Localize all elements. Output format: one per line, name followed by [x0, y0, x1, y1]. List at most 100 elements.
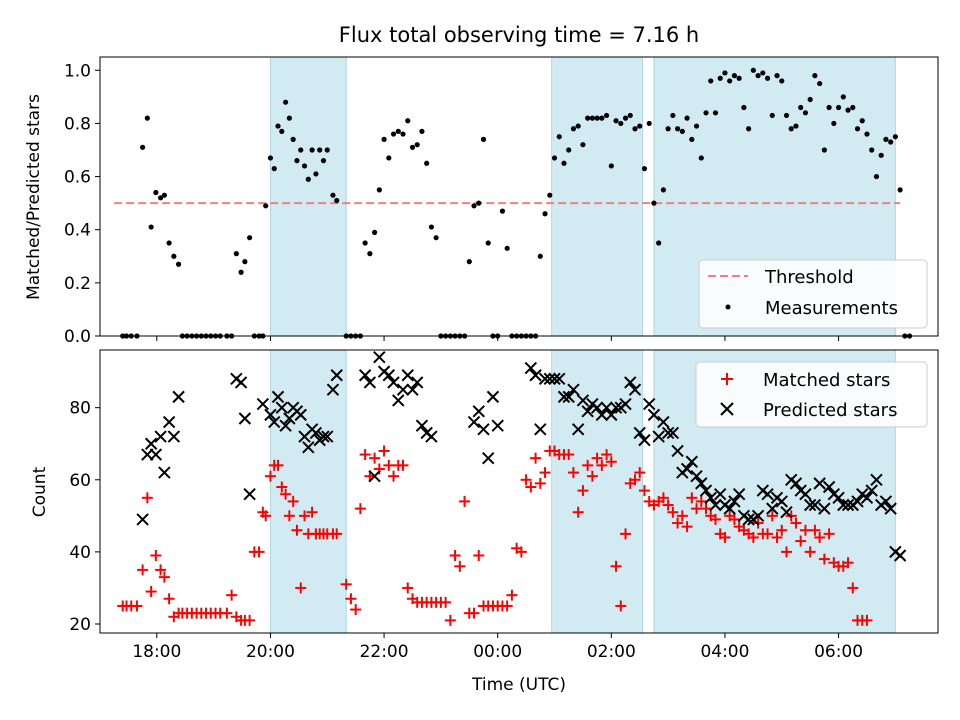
legend-matched-label: Matched stars	[763, 370, 890, 391]
bottom-legend: Matched stars Predicted stars	[695, 361, 928, 428]
measurement-point	[542, 211, 548, 217]
predicted-star-point	[619, 397, 632, 411]
predicted-star-point	[609, 401, 623, 414]
measurement-point	[897, 187, 903, 193]
measurement-point	[750, 67, 756, 73]
measurement-point	[722, 70, 728, 76]
legend-threshold-label: Threshold	[764, 267, 854, 288]
measurement-point	[247, 235, 253, 241]
predicted-star-point	[818, 502, 831, 515]
predicted-star-point	[732, 487, 746, 501]
measurement-point	[367, 251, 373, 257]
measurement-point	[637, 123, 643, 129]
measurement-point	[859, 118, 865, 124]
predicted-star-point	[321, 430, 334, 443]
measurement-point	[878, 152, 884, 158]
top-x-ticks	[156, 336, 840, 341]
measurement-point	[334, 197, 340, 204]
matched-star-point	[506, 589, 518, 601]
measurement-point	[779, 78, 785, 84]
measurement-point	[158, 195, 164, 201]
measurement-point	[298, 147, 304, 153]
x-tick-label: 06:00	[814, 642, 863, 662]
measurement-point	[271, 166, 277, 172]
predicted-star-point	[302, 441, 315, 454]
measurement-point	[575, 123, 581, 129]
measurement-point	[242, 259, 248, 265]
measurement-point	[171, 253, 177, 259]
measurement-point	[476, 200, 482, 206]
matched-star-point	[762, 528, 774, 540]
matched-star-point	[842, 557, 854, 569]
predicted-star-point	[415, 419, 429, 432]
predicted-star-point	[576, 394, 590, 407]
matched-star-point	[629, 474, 641, 486]
predicted-star-point	[326, 383, 340, 396]
matched-star-point	[686, 492, 698, 504]
measurement-point	[693, 123, 700, 129]
measurement-point	[433, 235, 439, 241]
measurement-point	[835, 104, 842, 111]
measurement-point	[390, 131, 397, 137]
predicted-star-point	[775, 495, 788, 508]
matched-star-point	[790, 517, 802, 529]
matched-star-point	[287, 495, 299, 507]
predicted-star-point	[581, 405, 594, 418]
predicted-star-point	[294, 408, 307, 422]
measurement-point	[140, 144, 146, 150]
matched-star-point	[449, 549, 461, 561]
matched-star-point	[539, 467, 551, 479]
y-tick-label: 0.6	[64, 168, 91, 188]
matched-star-point	[350, 604, 362, 616]
measurement-point	[641, 166, 648, 172]
matched-star-point	[795, 535, 807, 547]
measurement-point	[599, 115, 605, 121]
predicted-star-point	[238, 412, 252, 425]
measurement-point	[656, 240, 662, 246]
measurement-point	[618, 120, 624, 127]
x-axis-label: Time (UTC)	[471, 675, 566, 695]
predicted-star-point	[264, 408, 277, 422]
matched-star-point	[601, 449, 613, 461]
measurement-point	[646, 120, 652, 127]
predicted-star-point	[652, 430, 665, 443]
matched-star-point	[577, 485, 589, 497]
predicted-star-point	[808, 498, 822, 512]
predicted-star-point	[477, 423, 490, 436]
matched-star-point	[291, 524, 303, 536]
measurement-point	[267, 155, 274, 161]
y-tick-label: 40	[69, 543, 91, 563]
predicted-star-point	[723, 502, 736, 515]
measurement-point	[603, 112, 610, 119]
matched-star-point	[525, 481, 537, 493]
predicted-star-point	[368, 469, 381, 483]
matched-star-point	[280, 488, 292, 500]
x-tick-label: 18:00	[132, 642, 181, 662]
legend-matched-swatch	[721, 373, 733, 385]
measurement-point	[627, 112, 633, 119]
predicted-star-point	[714, 487, 727, 501]
predicted-star-point	[647, 408, 661, 422]
measurement-point	[888, 139, 894, 145]
measurement-point	[570, 126, 577, 132]
measurement-point	[769, 112, 775, 119]
top-panel: 0.0 0.2 0.4 0.6 0.8 1.0 Matched/Predicted sta…	[24, 56, 939, 347]
matched-star-point	[586, 470, 598, 482]
matched-star-point	[264, 470, 276, 482]
x-tick-label: 04:00	[700, 642, 749, 662]
matched-star-point	[501, 600, 513, 612]
matched-star-point	[388, 470, 400, 482]
measurement-point	[670, 112, 676, 119]
matched-star-point	[847, 582, 859, 594]
chart-title: Flux total observing time = 7.16 h	[339, 23, 699, 47]
matched-star-point	[809, 524, 821, 536]
measurement-point	[760, 70, 766, 76]
predicted-star-point	[548, 372, 561, 386]
predicted-star-point	[884, 502, 897, 515]
measurement-point	[764, 75, 771, 81]
predicted-star-point	[491, 419, 504, 432]
measurement-point	[324, 147, 330, 153]
predicted-star-point	[751, 509, 765, 523]
matched-star-point	[657, 492, 669, 504]
matched-star-point	[591, 452, 603, 464]
